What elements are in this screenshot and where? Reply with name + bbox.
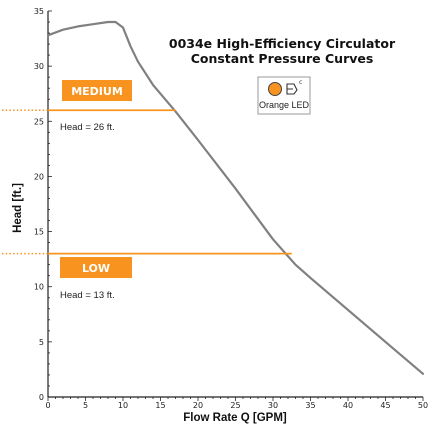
x-tick-label: 45 bbox=[380, 401, 390, 410]
y-tick-label: 5 bbox=[39, 338, 44, 347]
y-tick-label: 20 bbox=[34, 172, 44, 181]
x-tick-label: 15 bbox=[155, 401, 165, 410]
y-tick-label: 0 bbox=[39, 393, 44, 402]
y-tick-label: 15 bbox=[34, 228, 44, 237]
series-low: LOW Head = 13 ft. bbox=[60, 257, 132, 301]
axis-ticks: 0 5 10 15 20 25 30 35 40 45 50 0 5 10 15 20 25 30 35 bbox=[34, 7, 428, 410]
chart-title-line-2: Constant Pressure Curves bbox=[191, 51, 374, 66]
led-icon bbox=[268, 82, 282, 96]
max-performance-curve bbox=[46, 20, 425, 375]
series-medium: MEDIUM Head = 26 ft. bbox=[60, 80, 132, 133]
x-tick-label: 40 bbox=[343, 401, 353, 410]
medium-badge-label: MEDIUM bbox=[71, 85, 123, 98]
x-tick-label: 10 bbox=[118, 401, 128, 410]
legend: c Orange LED bbox=[257, 76, 311, 115]
axes bbox=[47, 11, 423, 398]
legend-label: Orange LED bbox=[259, 100, 310, 110]
y-tick-label: 25 bbox=[34, 117, 44, 126]
y-tick-label: 10 bbox=[34, 283, 44, 292]
pump-mode-icon bbox=[286, 83, 298, 95]
legend-box bbox=[257, 76, 311, 115]
x-axis-title: Flow Rate Q [GPM] bbox=[183, 412, 287, 424]
y-axis-title: Head [ft.] bbox=[12, 183, 24, 233]
y-tick-label: 30 bbox=[34, 62, 44, 71]
medium-badge bbox=[62, 80, 132, 101]
x-tick-label: 5 bbox=[83, 401, 88, 410]
chart-title-line-1: 0034e High-Efficiency Circulator bbox=[169, 36, 396, 51]
low-badge bbox=[60, 257, 132, 278]
low-badge-label: LOW bbox=[82, 262, 110, 275]
x-tick-label: 50 bbox=[418, 401, 428, 410]
x-tick-label: 20 bbox=[193, 401, 203, 410]
medium-head-annotation: Head = 26 ft. bbox=[60, 122, 115, 133]
legend-mark: c bbox=[299, 79, 302, 86]
x-tick-label: 35 bbox=[305, 401, 315, 410]
low-head-annotation: Head = 13 ft. bbox=[60, 290, 115, 301]
x-tick-label: 25 bbox=[230, 401, 240, 410]
x-tick-label: 30 bbox=[268, 401, 278, 410]
x-tick-label: 0 bbox=[45, 401, 50, 410]
y-tick-label: 35 bbox=[34, 7, 44, 16]
curves bbox=[2, 20, 425, 375]
